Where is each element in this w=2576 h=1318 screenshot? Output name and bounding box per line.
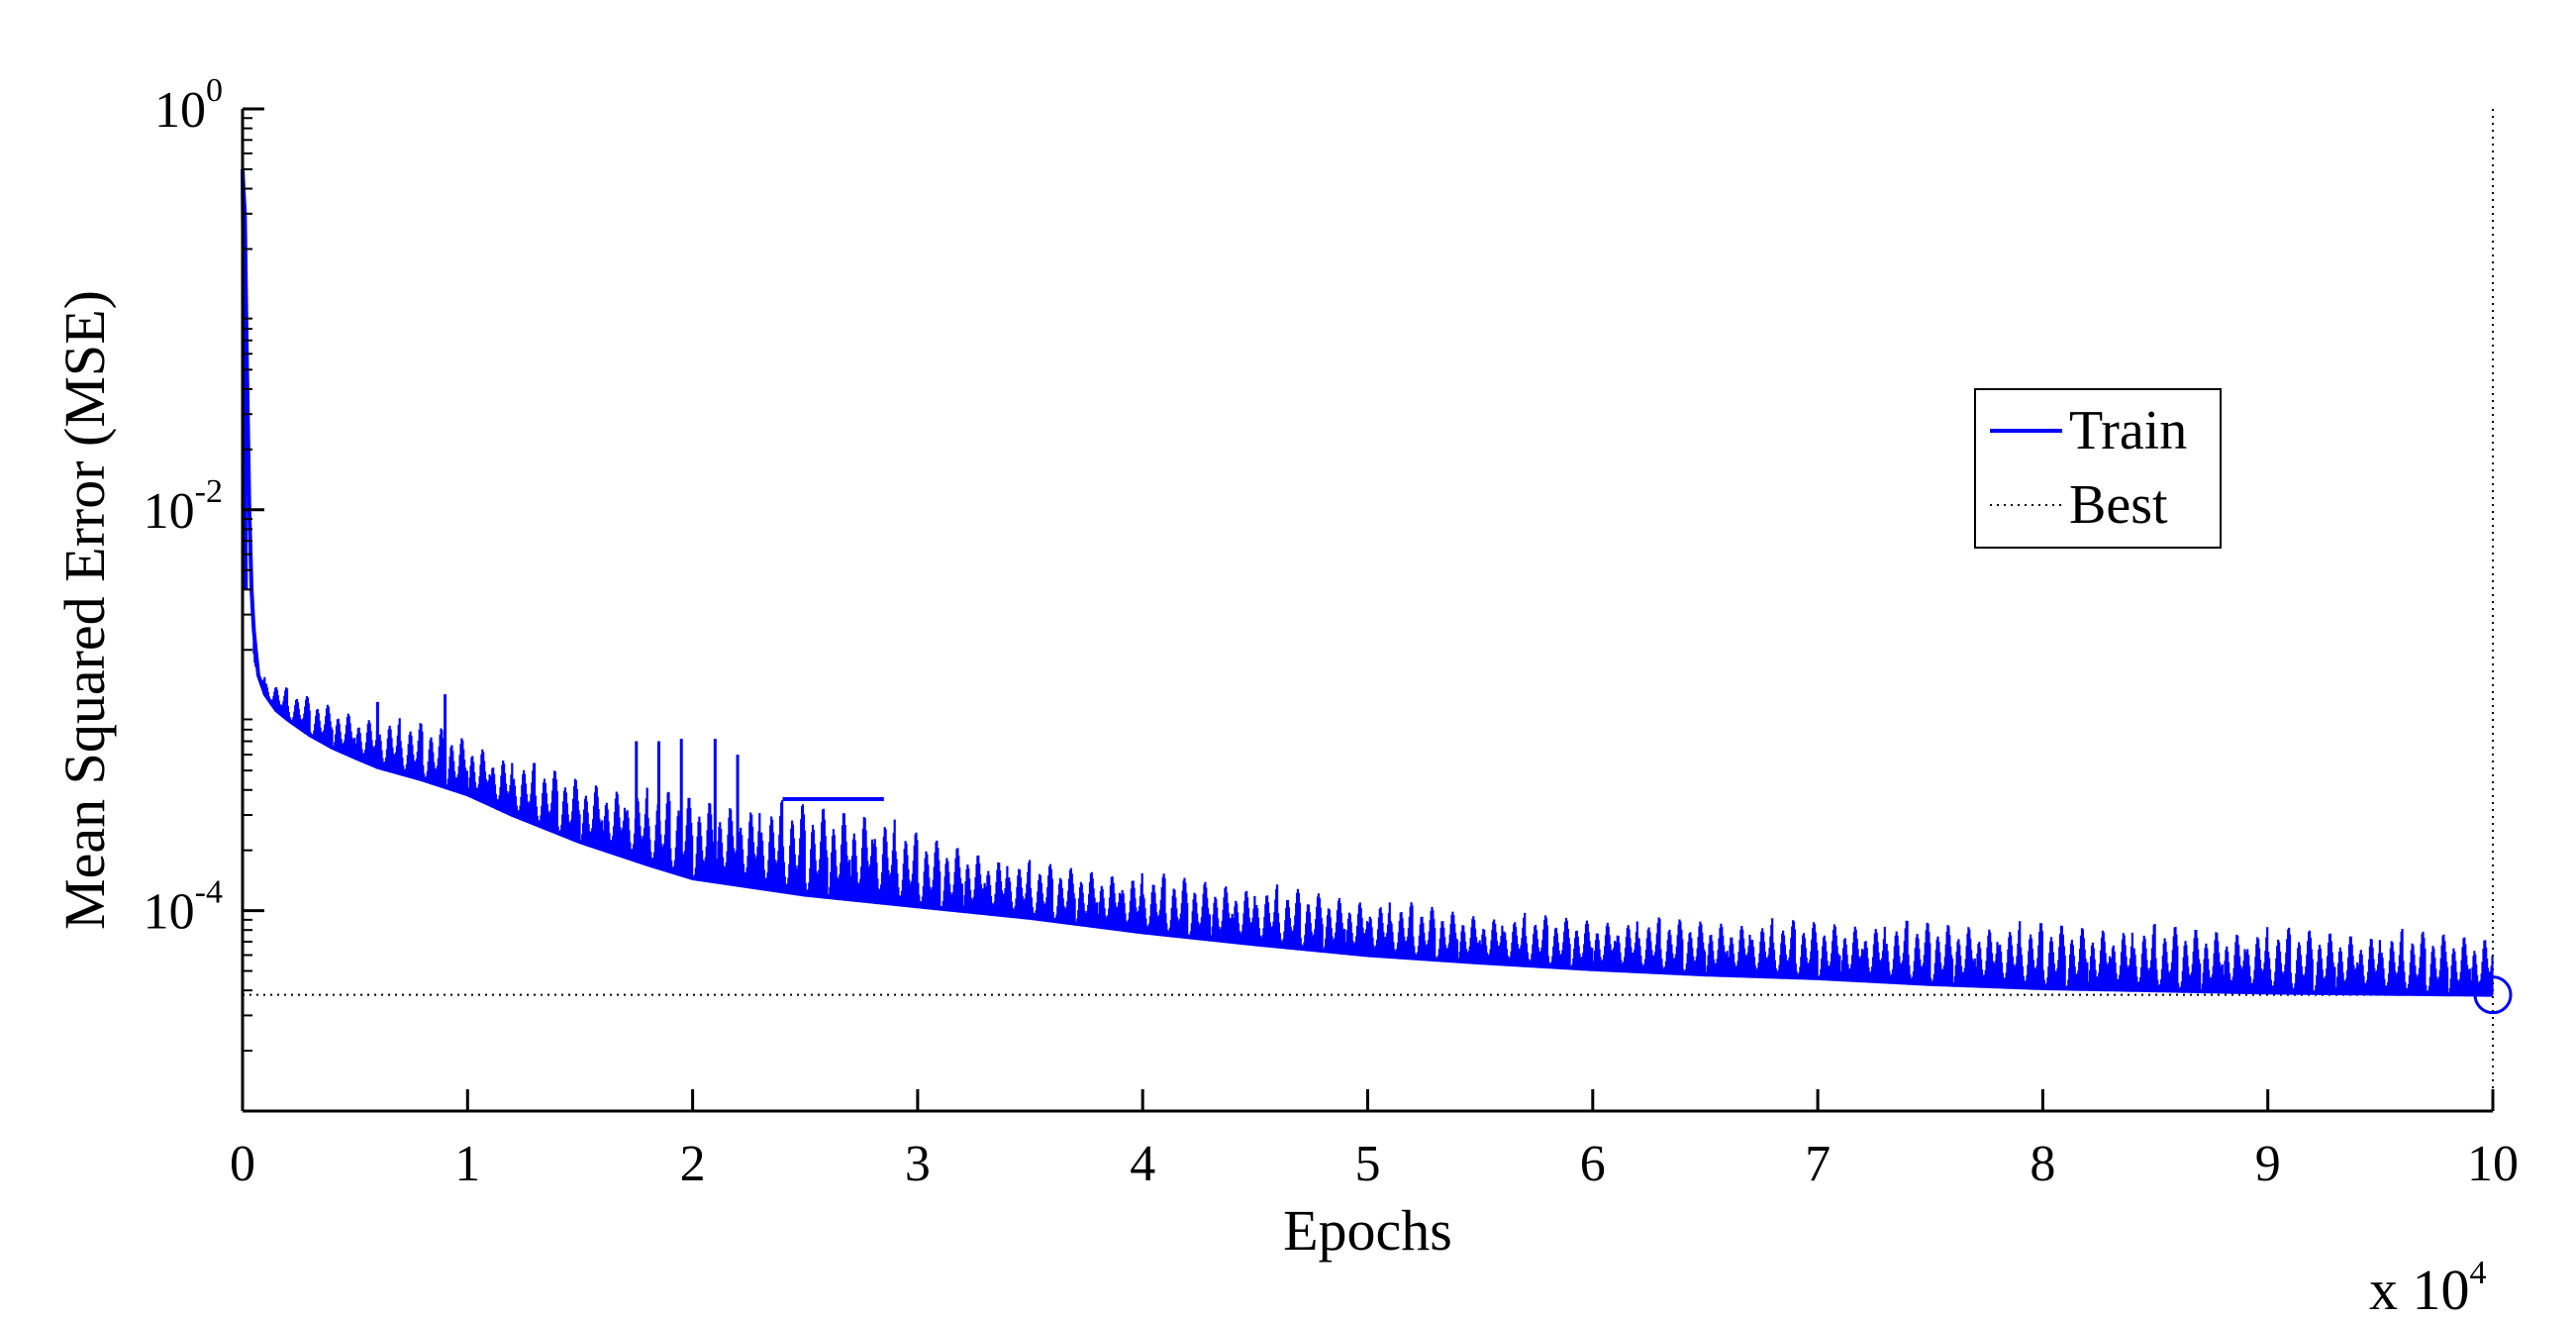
x-axis-multiplier: x 104 — [2369, 1255, 2487, 1318]
x-tick-label: 3 — [905, 1136, 931, 1192]
x-tick-label: 10 — [2467, 1136, 2519, 1192]
train-oscillation-band — [252, 630, 2494, 995]
x-tick-label: 1 — [454, 1136, 480, 1192]
y-tick-base: 10 — [144, 884, 195, 941]
x-tick-label: 2 — [680, 1136, 706, 1192]
legend-best-label: Best — [2069, 474, 2168, 536]
legend-box — [1974, 388, 2222, 549]
y-tick-exponent: 0 — [206, 72, 223, 109]
y-tick-base: 10 — [144, 483, 195, 540]
y-tick-exponent: -2 — [195, 473, 223, 510]
x-tick-label: 4 — [1130, 1136, 1155, 1192]
x-tick-label: 7 — [1805, 1136, 1831, 1192]
x-tick-label: 5 — [1355, 1136, 1381, 1192]
y-tick-label: 10-4 — [144, 874, 223, 941]
x-tick-label: 0 — [230, 1136, 255, 1192]
y-tick-label: 100 — [154, 72, 223, 139]
y-tick-base: 10 — [154, 82, 206, 139]
x-tick-label: 9 — [2255, 1136, 2281, 1192]
x-multiplier-base: x 10 — [2369, 1258, 2470, 1318]
x-multiplier-exponent: 4 — [2470, 1255, 2487, 1291]
legend: Train Best — [1974, 388, 2222, 549]
y-tick-exponent: -4 — [195, 874, 223, 911]
x-axis-label: Epochs — [1283, 1198, 1452, 1263]
x-axis-ticks: 0 1 2 3 4 5 6 7 8 9 10 — [230, 1089, 2519, 1192]
y-tick-label: 10-2 — [144, 473, 223, 540]
legend-train-label: Train — [2069, 400, 2187, 461]
best-point-marker — [2473, 975, 2513, 1015]
x-tick-label: 6 — [1580, 1136, 1606, 1192]
x-tick-label: 8 — [2030, 1136, 2055, 1192]
y-axis-label: Mean Squared Error (MSE) — [52, 290, 117, 930]
